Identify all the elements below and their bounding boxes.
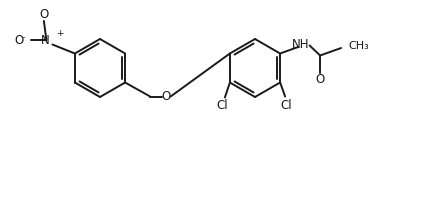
Text: N: N (41, 33, 50, 47)
Text: O: O (39, 8, 48, 21)
Text: CH₃: CH₃ (348, 41, 369, 51)
Text: O: O (162, 89, 171, 103)
Text: Cl: Cl (280, 99, 292, 112)
Text: Cl: Cl (216, 99, 228, 112)
Text: NH: NH (292, 38, 310, 51)
Text: O: O (15, 33, 24, 47)
Text: +: + (56, 29, 63, 37)
Text: O: O (315, 73, 325, 86)
Text: ⁻: ⁻ (20, 35, 25, 45)
